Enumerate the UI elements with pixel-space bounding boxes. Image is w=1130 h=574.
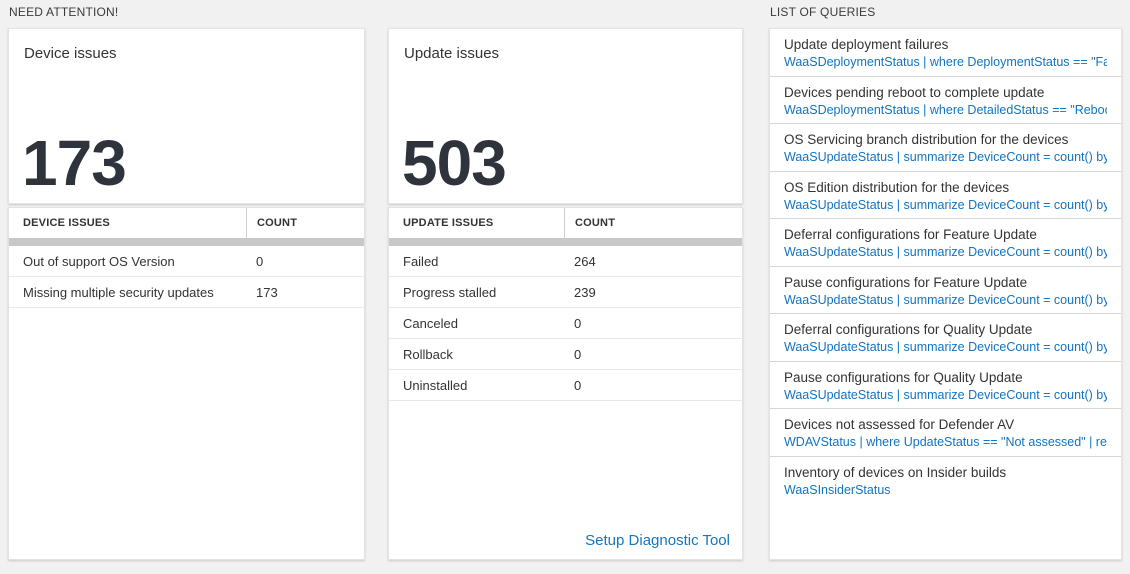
device-issues-tile[interactable]: Device issues 173 (8, 28, 365, 204)
table-header-divider-bar (9, 238, 364, 246)
query-list-item[interactable]: Update deployment failures WaaSDeployment… (770, 29, 1121, 77)
device-issues-table-header: DEVICE ISSUES COUNT (9, 208, 364, 238)
query-title: Update deployment failures (784, 37, 949, 52)
query-list-item[interactable]: Devices pending reboot to complete updat… (770, 77, 1121, 124)
device-issues-table: DEVICE ISSUES COUNT Out of support OS Ve… (8, 207, 365, 560)
update-issues-tile-title: Update issues (404, 45, 500, 62)
setup-diagnostic-tool-link[interactable]: Setup Diagnostic Tool (585, 532, 730, 549)
query-title: Pause configurations for Quality Update (784, 369, 1023, 385)
count-column-header: COUNT (246, 208, 364, 238)
update-issues-table-header: UPDATE ISSUES COUNT (389, 208, 742, 238)
query-text-link: WaaSUpdateStatus | summarize DeviceCount… (784, 292, 1107, 307)
query-list-item[interactable]: Inventory of devices on Insider builds Wa… (770, 457, 1121, 505)
issue-count: 173 (256, 284, 278, 300)
query-text-link: WDAVStatus | where UpdateStatus == "Not … (784, 435, 1107, 449)
queries-panel: Update deployment failures WaaSDeployment… (769, 28, 1122, 560)
issue-label: Failed (403, 253, 439, 269)
issue-count: 264 (574, 253, 596, 269)
query-title: OS Edition distribution for the devices (784, 179, 1010, 195)
issue-label: Uninstalled (403, 377, 468, 393)
query-text-link: WaaSDeploymentStatus | where DeploymentS… (784, 55, 1107, 69)
table-row[interactable]: Out of support OS Version 0 (9, 246, 364, 277)
update-issues-tile[interactable]: Update issues 503 (388, 28, 743, 204)
query-text-link: WaaSUpdateStatus | summarize DeviceCount… (784, 387, 1107, 402)
query-title: Pause configurations for Feature Update (784, 274, 1028, 290)
issue-count: 0 (256, 253, 264, 269)
issue-label: Progress stalled (403, 284, 497, 300)
table-row[interactable]: Rollback 0 (389, 339, 742, 370)
update-issues-table-body: Failed 264 Progress stalled 239 Canceled 0 Rol… (389, 246, 742, 401)
query-list-item[interactable]: OS Edition distribution for the devices W… (770, 172, 1121, 219)
query-list-item[interactable]: Deferral configurations for Quality Upda… (770, 314, 1121, 362)
query-title: Devices not assessed for Defender AV (784, 417, 1015, 432)
query-title: OS Servicing branch distribution for the… (784, 132, 1069, 147)
table-row[interactable]: Progress stalled 239 (389, 277, 742, 308)
issue-count: 0 (574, 346, 582, 362)
query-text-link: WaaSUpdateStatus | summarize DeviceCount… (784, 150, 1107, 164)
query-text-link: WaaSUpdateStatus | summarize DeviceCount… (784, 340, 1107, 354)
table-row[interactable]: Canceled 0 (389, 308, 742, 339)
query-list-item[interactable]: Pause configurations for Feature Update W… (770, 267, 1121, 314)
issue-label: Canceled (403, 315, 458, 331)
issue-label: Out of support OS Version (23, 253, 175, 269)
query-text-link: WaaSInsiderStatus (784, 482, 891, 497)
table-row[interactable]: Missing multiple security updates 173 (9, 277, 364, 308)
query-list-item[interactable]: Pause configurations for Quality Update W… (770, 362, 1121, 409)
device-issues-column-header: DEVICE ISSUES (23, 217, 110, 229)
issue-count: 0 (574, 377, 582, 393)
query-text-link: WaaSUpdateStatus | summarize DeviceCount… (784, 245, 1107, 259)
query-title: Deferral configurations for Feature Upda… (784, 227, 1037, 242)
issue-count: 239 (574, 284, 596, 300)
query-title: Inventory of devices on Insider builds (784, 464, 1007, 480)
list-of-queries-section-title: LIST OF QUERIES (770, 5, 876, 19)
table-header-divider-bar (389, 238, 742, 246)
query-list-item[interactable]: OS Servicing branch distribution for the… (770, 124, 1121, 172)
issue-label: Missing multiple security updates (23, 284, 214, 300)
update-issues-count-number: 503 (402, 127, 507, 199)
update-issues-column-header: UPDATE ISSUES (403, 217, 494, 229)
query-text-link: WaaSDeploymentStatus | where DetailedSta… (784, 102, 1107, 117)
query-title: Deferral configurations for Quality Upda… (784, 322, 1033, 337)
query-list-item[interactable]: Deferral configurations for Feature Upda… (770, 219, 1121, 267)
count-column-header: COUNT (564, 208, 742, 238)
update-issues-table: UPDATE ISSUES COUNT Failed 264 Progress st… (388, 207, 743, 560)
table-row[interactable]: Failed 264 (389, 246, 742, 277)
device-issues-count-number: 173 (22, 127, 127, 199)
need-attention-section-title: NEED ATTENTION! (9, 5, 119, 19)
query-list-item[interactable]: Devices not assessed for Defender AV WDAV… (770, 409, 1121, 457)
query-text-link: WaaSUpdateStatus | summarize DeviceCount… (784, 197, 1107, 212)
query-title: Devices pending reboot to complete updat… (784, 84, 1045, 100)
issue-count: 0 (574, 315, 582, 331)
device-issues-table-body: Out of support OS Version 0 Missing multip… (9, 246, 364, 308)
issue-label: Rollback (403, 346, 453, 362)
table-row[interactable]: Uninstalled 0 (389, 370, 742, 401)
device-issues-tile-title: Device issues (24, 45, 117, 62)
